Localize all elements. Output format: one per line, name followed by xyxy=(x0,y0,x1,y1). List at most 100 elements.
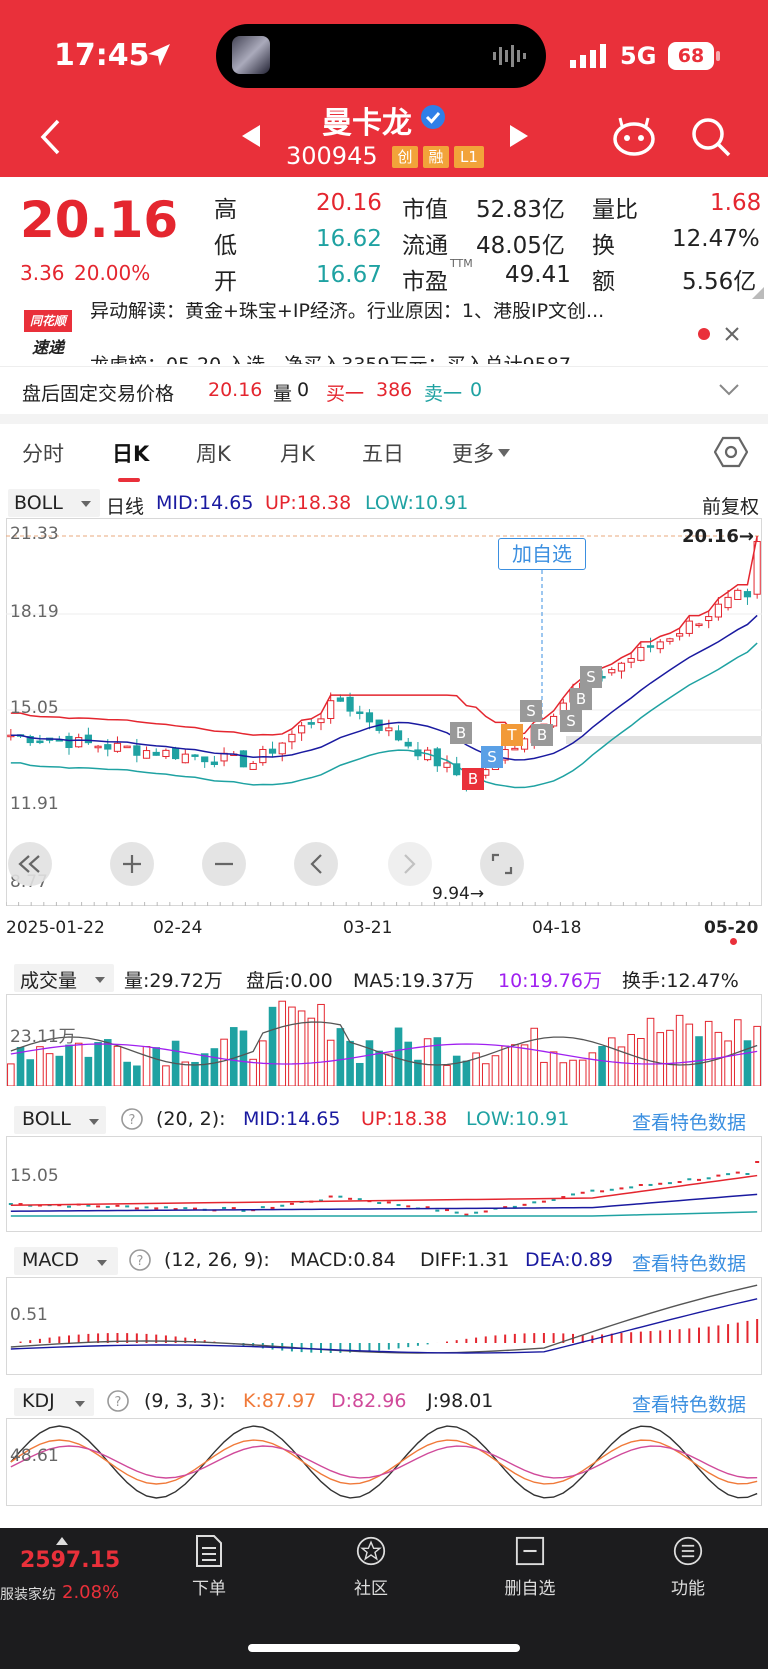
tab-five-day[interactable]: 五日 xyxy=(362,442,404,466)
volume-bar xyxy=(55,1055,64,1086)
boll-low-line xyxy=(10,642,758,789)
candle-body xyxy=(201,756,209,763)
after-hours-label: 盘后固定交易价格 xyxy=(22,383,175,405)
after-hours-buy: 386 xyxy=(376,379,413,401)
chevron-left-icon xyxy=(310,854,322,874)
scroll-left-button[interactable] xyxy=(294,842,338,886)
kdj-title[interactable]: KDJ xyxy=(22,1390,55,1412)
trade-marker-s-3[interactable]: S xyxy=(560,710,582,732)
open-label: 开 xyxy=(214,269,237,295)
current-price: 20.16 xyxy=(20,191,179,249)
boll-feature-link[interactable]: 查看特色数据 xyxy=(632,1112,747,1134)
help-icon[interactable]: ? xyxy=(106,1389,130,1413)
kdj-feature-link[interactable]: 查看特色数据 xyxy=(632,1394,747,1416)
candle-body xyxy=(65,735,73,749)
after-hours-bar[interactable]: 盘后固定交易价格 20.16 量 0 买一 386 卖一 0 xyxy=(0,366,768,414)
index-name[interactable]: 服装家纺 xyxy=(0,1587,56,1603)
trade-marker-b-1[interactable]: B xyxy=(450,722,472,744)
volume-title[interactable]: 成交量 xyxy=(20,970,78,992)
volume-bar xyxy=(433,1037,442,1086)
index-value[interactable]: 2597.15 xyxy=(20,1548,121,1573)
volume-caret-icon[interactable] xyxy=(94,976,106,984)
more-caret-icon[interactable] xyxy=(497,448,511,458)
nav-order[interactable]: 下单 xyxy=(164,1534,254,1599)
volume-bar xyxy=(142,1046,151,1086)
nav-order-label: 下单 xyxy=(192,1579,226,1599)
news-ticker[interactable]: 同花顺 速递 异动解读：黄金+珠宝+IP经济。行业原因：1、港股IP文创... … xyxy=(0,302,768,364)
volume-bar xyxy=(385,1053,393,1086)
zoom-out-button[interactable] xyxy=(202,842,246,886)
tab-fenshi[interactable]: 分时 xyxy=(22,442,64,466)
boll-chart[interactable] xyxy=(6,1136,762,1232)
volume-chart[interactable] xyxy=(6,994,762,1086)
volume-bar xyxy=(200,1053,209,1086)
indicator-caret-icon[interactable] xyxy=(80,500,92,508)
trade-marker-t[interactable]: T xyxy=(501,724,523,746)
badge-chuang: 创 xyxy=(392,146,418,168)
audio-wave-icon xyxy=(493,45,526,67)
kdj-caret-icon[interactable] xyxy=(74,1400,86,1408)
trade-marker-s-1[interactable]: S xyxy=(481,746,503,768)
macd-chart[interactable] xyxy=(6,1277,762,1375)
nav-functions[interactable]: 功能 xyxy=(643,1534,733,1599)
volume-value: 量:29.72万 xyxy=(124,970,223,992)
trade-marker-s-2[interactable]: S xyxy=(520,700,542,722)
volume-bar xyxy=(152,1047,161,1086)
zoom-in-icon xyxy=(123,855,141,873)
index-change[interactable]: 2.08% xyxy=(62,1582,120,1603)
macd-feature-link[interactable]: 查看特色数据 xyxy=(632,1253,747,1275)
candle-body xyxy=(511,747,519,751)
macd-histogram-bar xyxy=(164,1335,167,1343)
hexagon-settings-icon[interactable] xyxy=(714,435,748,469)
nav-community[interactable]: 社区 xyxy=(326,1534,416,1599)
macd-caret-icon[interactable] xyxy=(96,1259,108,1267)
float-label: 流通 xyxy=(402,233,448,259)
news-line-1[interactable]: 异动解读：黄金+珠宝+IP经济。行业原因：1、港股IP文创... xyxy=(90,302,605,322)
news-line-2[interactable]: 龙虎榜：05-20 入选，净买入3359万元；买入总计9587... xyxy=(90,350,589,364)
latest-date-dot xyxy=(730,938,737,945)
robot-icon[interactable] xyxy=(612,114,656,158)
next-stock-triangle-icon[interactable] xyxy=(508,124,530,148)
fullscreen-button[interactable] xyxy=(480,842,524,886)
kdj-chart[interactable] xyxy=(6,1418,762,1506)
boll-title[interactable]: BOLL xyxy=(22,1108,71,1130)
help-icon[interactable]: ? xyxy=(120,1107,144,1131)
macd-histogram-bar xyxy=(77,1334,80,1343)
zoom-in-button[interactable] xyxy=(110,842,154,886)
volume-bar xyxy=(394,1027,403,1086)
volume-after-hours: 盘后:0.00 xyxy=(246,970,333,992)
back-chevron-icon[interactable] xyxy=(38,118,62,156)
tab-daily-k[interactable]: 日K xyxy=(112,442,150,466)
macd-histogram-bar xyxy=(698,1327,700,1343)
boll-chart-frame xyxy=(6,1136,762,1232)
prev-stock-triangle-icon[interactable] xyxy=(240,124,262,148)
candle-body xyxy=(288,733,296,743)
scroll-start-button[interactable] xyxy=(8,842,52,886)
trade-marker-b-3[interactable]: B xyxy=(531,724,553,746)
scroll-right-button[interactable] xyxy=(388,842,432,886)
nav-remove-watchlist[interactable]: 删自选 xyxy=(485,1534,575,1599)
add-watchlist-button[interactable]: 加自选 xyxy=(498,538,586,570)
trade-marker-b-4[interactable]: B xyxy=(570,688,592,710)
volume-bar xyxy=(65,1044,73,1086)
open-value: 16.67 xyxy=(316,262,382,288)
kdj-k-line xyxy=(10,1439,758,1485)
trade-marker-s-4[interactable]: S xyxy=(580,666,602,688)
tab-weekly-k[interactable]: 周K xyxy=(196,442,231,466)
candle-body xyxy=(317,718,325,724)
trade-marker-b-2[interactable]: B xyxy=(462,768,484,790)
help-icon[interactable]: ? xyxy=(128,1248,152,1272)
tab-more[interactable]: 更多 xyxy=(452,442,494,466)
tab-monthly-k[interactable]: 月K xyxy=(280,442,315,466)
news-close-icon[interactable] xyxy=(724,326,740,342)
boll-mini-low xyxy=(10,1211,758,1217)
macd-title[interactable]: MACD xyxy=(22,1249,79,1271)
boll-caret-icon[interactable] xyxy=(88,1118,100,1126)
kline-indicator[interactable]: BOLL xyxy=(14,492,63,514)
volume-bar xyxy=(569,1059,577,1086)
adjust-mode[interactable]: 前复权 xyxy=(702,496,760,518)
macd-histogram-bar xyxy=(387,1343,390,1350)
chevron-down-icon[interactable] xyxy=(718,383,740,397)
search-icon[interactable] xyxy=(690,116,732,158)
boll-ytick: 15.05 xyxy=(10,1166,59,1186)
